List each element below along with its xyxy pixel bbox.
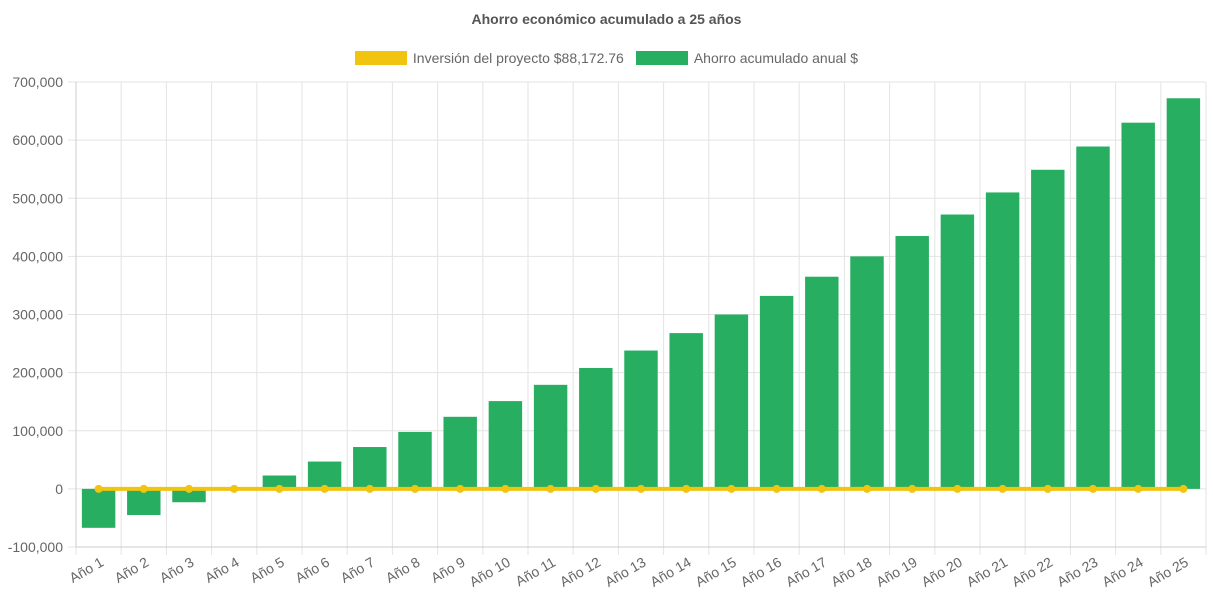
bar-savings[interactable] <box>1076 146 1110 489</box>
x-tick-label: Año 3 <box>157 554 197 586</box>
point-investment[interactable] <box>998 484 1007 493</box>
point-investment[interactable] <box>863 484 871 493</box>
legend-swatch-savings <box>635 51 688 65</box>
y-tick-label: 700,000 <box>12 74 63 90</box>
point-investment[interactable] <box>94 484 103 493</box>
point-investment[interactable] <box>727 484 736 493</box>
x-tick-label: Año 24 <box>1099 554 1146 590</box>
bar-savings[interactable] <box>353 447 387 489</box>
y-tick-label: 300,000 <box>12 307 63 323</box>
bar-savings[interactable] <box>895 236 929 489</box>
point-investment[interactable] <box>1134 484 1143 493</box>
point-investment[interactable] <box>365 484 374 493</box>
point-investment[interactable] <box>772 484 781 493</box>
point-investment[interactable] <box>546 484 555 493</box>
y-tick-label: 400,000 <box>12 248 63 264</box>
point-investment[interactable] <box>501 484 510 493</box>
x-tick-label: Año 14 <box>647 554 694 590</box>
y-tick-label: 0 <box>55 481 63 497</box>
x-tick-label: Año 7 <box>338 554 378 586</box>
x-tick-label: Año 15 <box>692 554 739 590</box>
bar-savings[interactable] <box>940 214 975 489</box>
chart-title: Ahorro económico acumulado a 25 años <box>471 11 742 27</box>
x-tick-label: Año 17 <box>783 554 830 590</box>
x-tick-label: Año 20 <box>918 554 965 590</box>
bar-savings[interactable] <box>307 461 342 489</box>
legend-label-investment: Inversión del proyecto $88,172.76 <box>412 50 624 66</box>
x-tick-label: Año 23 <box>1054 554 1101 590</box>
x-tick-label: Año 10 <box>466 554 513 590</box>
x-tick-label: Año 11 <box>513 554 559 590</box>
x-tick-label: Año 12 <box>557 554 604 590</box>
point-investment[interactable] <box>637 484 645 493</box>
x-tick-label: Año 5 <box>247 554 287 586</box>
bar-savings[interactable] <box>1121 122 1155 489</box>
point-investment[interactable] <box>817 484 826 493</box>
bar-savings[interactable] <box>81 488 116 528</box>
point-investment[interactable] <box>185 484 193 493</box>
bar-savings[interactable] <box>1031 169 1065 489</box>
point-investment[interactable] <box>1043 484 1052 493</box>
point-investment[interactable] <box>230 484 239 493</box>
x-tick-label: Año 4 <box>202 554 242 586</box>
legend-swatch-investment <box>354 51 407 65</box>
x-tick-label: Año 13 <box>602 554 649 590</box>
point-investment[interactable] <box>953 484 962 493</box>
point-investment[interactable] <box>1179 484 1188 493</box>
point-investment[interactable] <box>275 484 284 493</box>
legend: Inversión del proyecto $88,172.76 Ahorro… <box>0 50 1213 66</box>
x-tick-label: Año 19 <box>873 554 920 590</box>
point-investment[interactable] <box>411 484 419 493</box>
bar-savings[interactable] <box>714 314 749 489</box>
bar-savings[interactable] <box>172 488 206 503</box>
bar-savings[interactable] <box>985 192 1020 489</box>
bar-savings[interactable] <box>488 401 523 489</box>
x-tick-label: Año 2 <box>112 554 152 586</box>
bar-savings[interactable] <box>533 384 568 489</box>
point-investment[interactable] <box>1089 484 1097 493</box>
point-investment[interactable] <box>456 484 465 493</box>
x-tick-label: Año 21 <box>964 554 1011 590</box>
bar-savings[interactable] <box>805 276 839 489</box>
bar-savings[interactable] <box>1166 98 1201 489</box>
x-tick-label: Año 25 <box>1144 554 1191 590</box>
y-tick-label: 600,000 <box>12 132 63 148</box>
bar-savings[interactable] <box>398 431 432 489</box>
bar-savings[interactable] <box>759 295 794 489</box>
legend-item-savings[interactable]: Ahorro acumulado anual $ <box>635 50 859 66</box>
point-investment[interactable] <box>320 484 329 493</box>
x-tick-label: Año 1 <box>66 554 106 586</box>
y-tick-label: 500,000 <box>12 190 63 206</box>
point-investment[interactable] <box>139 484 148 493</box>
y-tick-label: -100,000 <box>8 539 63 555</box>
bar-savings[interactable] <box>624 350 658 489</box>
bar-savings[interactable] <box>669 333 703 489</box>
point-investment[interactable] <box>682 484 691 493</box>
bar-savings[interactable] <box>850 256 884 489</box>
x-tick-label: Año 18 <box>828 554 875 590</box>
y-tick-label: 200,000 <box>12 365 63 381</box>
bar-savings[interactable] <box>127 488 161 516</box>
y-tick-label: 100,000 <box>12 423 63 439</box>
x-tick-label: Año 8 <box>383 554 423 586</box>
legend-item-investment[interactable]: Inversión del proyecto $88,172.76 <box>354 50 624 66</box>
x-tick-label: Año 22 <box>1009 554 1056 590</box>
x-tick-label: Año 6 <box>292 554 332 586</box>
legend-label-savings: Ahorro acumulado anual $ <box>693 50 859 66</box>
point-investment[interactable] <box>591 484 600 493</box>
bar-savings[interactable] <box>262 475 297 489</box>
point-investment[interactable] <box>908 484 917 493</box>
bar-savings[interactable] <box>579 367 613 489</box>
x-tick-label: Año 16 <box>738 554 785 590</box>
bar-savings[interactable] <box>443 416 477 489</box>
x-tick-label: Año 9 <box>428 554 468 586</box>
